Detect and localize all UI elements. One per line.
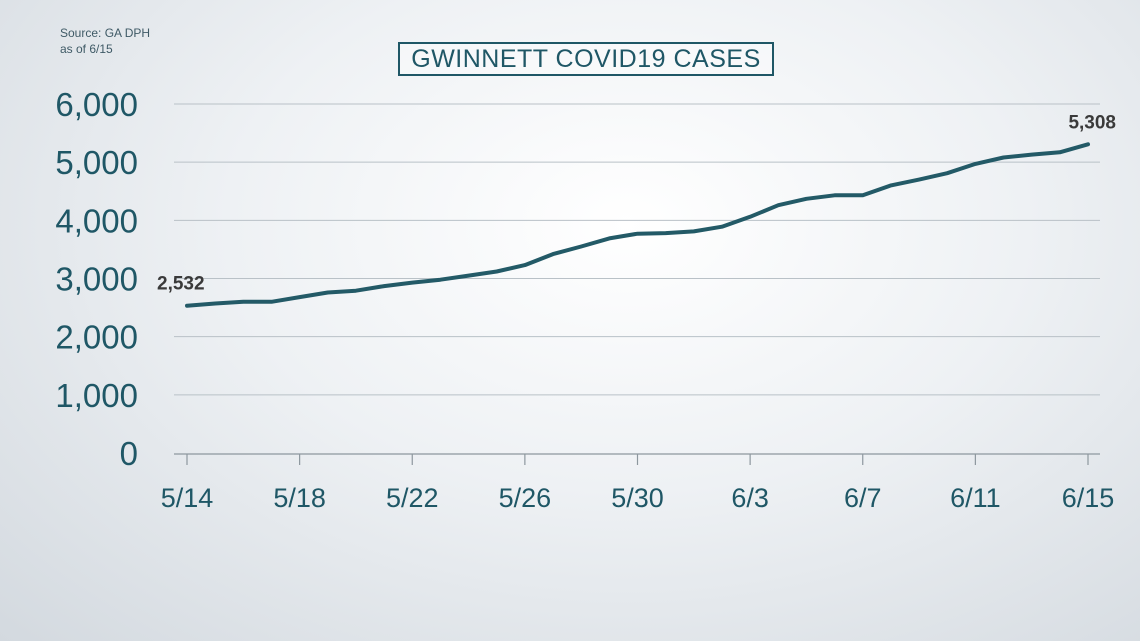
y-tick-label: 5,000 — [55, 144, 138, 181]
y-tick-label: 3,000 — [55, 261, 138, 298]
x-tick-label: 5/14 — [161, 483, 214, 513]
source-line: Source: GA DPH — [60, 26, 151, 40]
y-tick-label: 6,000 — [55, 86, 138, 123]
y-tick-label: 2,000 — [55, 319, 138, 356]
y-tick-label: 1,000 — [55, 377, 138, 414]
x-tick-label: 6/11 — [950, 483, 1001, 513]
x-tick-label: 5/26 — [499, 483, 552, 513]
y-tick-label: 4,000 — [55, 202, 138, 239]
x-tick-label: 6/3 — [731, 483, 769, 513]
data-label: 5,308 — [1068, 112, 1116, 133]
y-tick-label: 0 — [120, 435, 138, 472]
x-tick-label: 5/18 — [273, 483, 326, 513]
x-tick-label: 6/15 — [1062, 483, 1115, 513]
x-tick-label: 5/22 — [386, 483, 439, 513]
as-of-line: as of 6/15 — [60, 42, 113, 56]
x-tick-label: 6/7 — [844, 483, 882, 513]
chart-title: GWINNETT COVID19 CASES — [398, 42, 774, 76]
source-note: Source: GA DPH as of 6/15 — [60, 25, 150, 57]
series-line — [185, 142, 1090, 308]
x-tick-label: 5/30 — [611, 483, 664, 513]
data-label: 2,532 — [157, 274, 205, 295]
